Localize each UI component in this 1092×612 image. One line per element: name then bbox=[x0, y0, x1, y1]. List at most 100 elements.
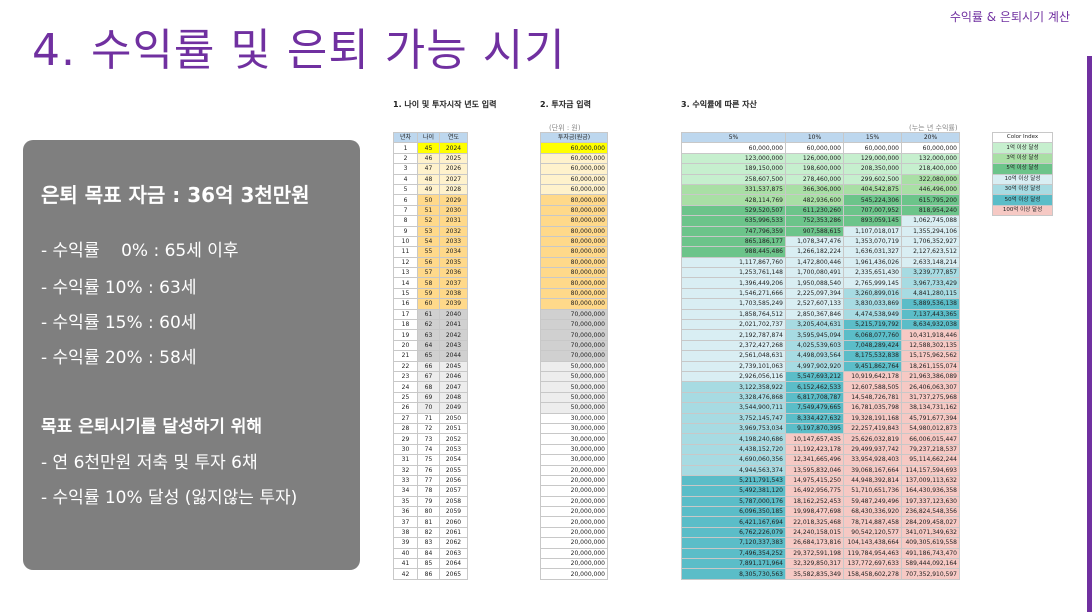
year-cell: 2047 bbox=[439, 381, 468, 393]
asset-cell: 284,209,458,027 bbox=[901, 516, 960, 528]
invest-unit-note: (단위 : 원) bbox=[549, 124, 581, 132]
legend-item: 100억 이상 달성 bbox=[992, 204, 1053, 217]
asset-cell: 1,858,764,512 bbox=[681, 308, 786, 321]
asset-cell: 26,406,063,307 bbox=[901, 381, 960, 393]
year-index-cell: 21 bbox=[393, 350, 418, 362]
section-invest-title: 2. 투자금 입력 bbox=[540, 100, 591, 109]
investment-cell: 20,000,000 bbox=[540, 495, 608, 508]
assets-row: 2,192,787,874 3,595,945,094 6,068,077,760 1… bbox=[681, 329, 960, 341]
age-cell: 71 bbox=[417, 412, 440, 424]
legend-row: 100억 이상 달성 bbox=[992, 204, 1053, 217]
asset-cell: 18,261,155,074 bbox=[901, 360, 960, 373]
age-cell: 56 bbox=[417, 256, 440, 269]
assets-row: 1,546,271,666 2,225,097,394 3,260,899,016 4… bbox=[681, 287, 960, 300]
asset-cell: 5,211,791,543 bbox=[681, 474, 786, 487]
asset-cell: 32,329,850,317 bbox=[785, 557, 844, 570]
assets-row: 7,496,354,252 29,372,591,198 119,784,954,4… bbox=[681, 547, 960, 560]
year-index-cell: 11 bbox=[393, 246, 418, 258]
investment-row: 20,000,000 bbox=[540, 568, 608, 580]
investment-cell: 60,000,000 bbox=[540, 163, 608, 175]
assets-row: 4,944,563,374 13,595,832,046 39,068,167,66… bbox=[681, 464, 960, 476]
assets-row: 6,421,167,694 22,018,325,468 78,714,887,45… bbox=[681, 516, 960, 528]
legend-item: 1억 이상 달성 bbox=[992, 142, 1053, 154]
age-cell: 72 bbox=[417, 422, 440, 435]
year-cell: 2059 bbox=[439, 506, 468, 518]
asset-cell: 7,048,289,424 bbox=[843, 339, 902, 352]
asset-cell: 491,186,743,470 bbox=[901, 547, 960, 560]
investment-cell: 80,000,000 bbox=[540, 215, 608, 227]
age-cell: 50 bbox=[417, 194, 440, 206]
year-index-cell: 30 bbox=[393, 443, 418, 456]
summary-line: - 수익률 10% : 63세 bbox=[41, 278, 197, 298]
asset-cell: 3,595,945,094 bbox=[785, 329, 844, 341]
year-cell: 2044 bbox=[439, 350, 468, 362]
asset-cell: 10,431,918,446 bbox=[901, 329, 960, 341]
investment-row: 20,000,000 bbox=[540, 506, 608, 518]
investment-row: 80,000,000 bbox=[540, 235, 608, 248]
age-row: 18 62 2041 bbox=[393, 319, 468, 331]
asset-cell: 2,926,056,116 bbox=[681, 370, 786, 383]
age-row: 16 60 2039 bbox=[393, 298, 468, 310]
assets-row: 7,120,337,383 26,684,173,816 104,143,438,6… bbox=[681, 537, 960, 549]
age-row: 38 82 2061 bbox=[393, 526, 468, 539]
investment-row: 80,000,000 bbox=[540, 298, 608, 310]
investment-cell: 30,000,000 bbox=[540, 422, 608, 435]
year-cell: 2051 bbox=[439, 422, 468, 435]
assets-row: 428,114,769 482,936,600 545,224,306 615,795… bbox=[681, 194, 960, 206]
assets-row: 60,000,000 60,000,000 60,000,000 60,000,000 bbox=[681, 142, 960, 154]
age-cell: 78 bbox=[417, 485, 440, 497]
asset-cell: 22,257,419,843 bbox=[843, 422, 902, 435]
investment-cell: 30,000,000 bbox=[540, 443, 608, 456]
age-cell: 80 bbox=[417, 506, 440, 518]
assets-row: 2,739,101,063 4,997,902,920 9,451,862,764 1… bbox=[681, 360, 960, 373]
year-cell: 2030 bbox=[439, 204, 468, 217]
header-year-index: 년차 bbox=[393, 131, 418, 144]
asset-cell: 2,561,048,631 bbox=[681, 350, 786, 362]
year-cell: 2045 bbox=[439, 360, 468, 373]
assets-row: 6,096,350,185 19,998,477,698 68,430,336,92… bbox=[681, 506, 960, 518]
asset-cell: 126,000,000 bbox=[785, 152, 844, 165]
investment-row: 70,000,000 bbox=[540, 339, 608, 352]
asset-cell: 747,796,359 bbox=[681, 225, 786, 237]
asset-cell: 10,147,657,435 bbox=[785, 433, 844, 445]
age-row: 33 77 2056 bbox=[393, 474, 468, 487]
investment-row: 60,000,000 bbox=[540, 152, 608, 165]
asset-cell: 6,817,708,787 bbox=[785, 391, 844, 404]
asset-cell: 6,421,167,694 bbox=[681, 516, 786, 528]
year-index-cell: 29 bbox=[393, 433, 418, 445]
asset-cell: 129,000,000 bbox=[843, 152, 902, 165]
asset-cell: 1,636,031,327 bbox=[843, 246, 902, 258]
year-index-cell: 36 bbox=[393, 506, 418, 518]
summary-sub-line: - 수익률 10% 달성 (잃지않는 투자) bbox=[41, 488, 298, 508]
assets-row: 2,561,048,631 4,498,093,564 8,175,532,838 1… bbox=[681, 350, 960, 362]
legend-title: Color Index bbox=[992, 131, 1053, 144]
asset-cell: 19,328,191,168 bbox=[843, 412, 902, 424]
investment-cell: 60,000,000 bbox=[540, 152, 608, 165]
age-cell: 79 bbox=[417, 495, 440, 508]
year-index-cell: 4 bbox=[393, 173, 418, 185]
investment-cell: 80,000,000 bbox=[540, 287, 608, 300]
investment-table: 투자금(원금) 60,000,000 60,000,000 60,000,000 60… bbox=[540, 131, 608, 580]
year-index-cell: 23 bbox=[393, 370, 418, 383]
asset-cell: 4,841,280,115 bbox=[901, 287, 960, 300]
age-cell: 59 bbox=[417, 287, 440, 300]
legend-item: 10억 이상 달성 bbox=[992, 173, 1053, 185]
age-row: 10 54 2033 bbox=[393, 235, 468, 248]
investment-cell: 20,000,000 bbox=[540, 506, 608, 518]
investment-cell: 60,000,000 bbox=[540, 173, 608, 185]
age-cell: 83 bbox=[417, 537, 440, 549]
header-age: 나이 bbox=[417, 131, 440, 144]
asset-cell: 60,000,000 bbox=[843, 142, 902, 154]
assets-table: 5% 10% 15% 20% 60,000,000 60,000,000 60,00… bbox=[681, 131, 960, 580]
investment-row: 70,000,000 bbox=[540, 329, 608, 341]
investment-row: 20,000,000 bbox=[540, 464, 608, 476]
asset-cell: 68,430,336,920 bbox=[843, 506, 902, 518]
investment-row: 60,000,000 bbox=[540, 142, 608, 154]
age-cell: 70 bbox=[417, 402, 440, 414]
investment-row: 80,000,000 bbox=[540, 204, 608, 217]
investment-row: 60,000,000 bbox=[540, 183, 608, 196]
assets-row: 123,000,000 126,000,000 129,000,000 132,000… bbox=[681, 152, 960, 165]
year-index-cell: 41 bbox=[393, 557, 418, 570]
asset-cell: 1,700,080,491 bbox=[785, 267, 844, 279]
investment-row: 80,000,000 bbox=[540, 215, 608, 227]
